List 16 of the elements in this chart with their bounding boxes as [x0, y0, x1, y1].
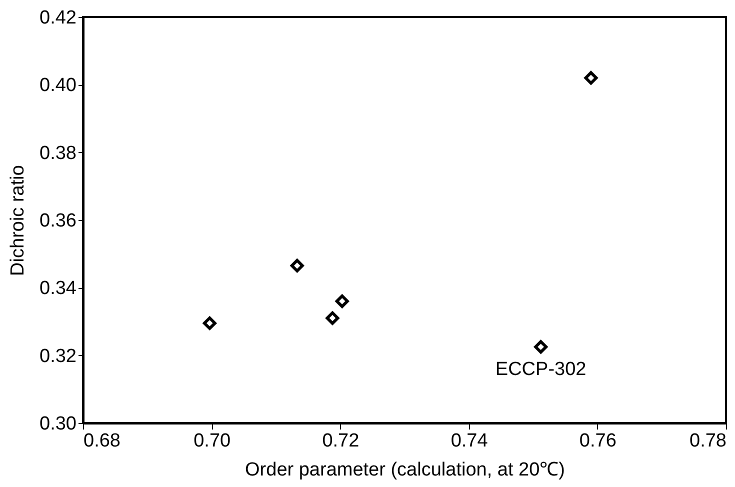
y-tick-label: 0.40	[40, 75, 76, 96]
x-tick-label: 0.68	[84, 430, 120, 452]
annotation: ECCP-302	[495, 358, 586, 380]
x-tick-label: 0.76	[579, 430, 616, 452]
y-tick-label: 0.30	[40, 414, 76, 434]
x-tick-label: 0.78	[690, 430, 726, 452]
x-tick-label: 0.70	[194, 430, 231, 452]
y-tick-label: 0.32	[40, 346, 76, 367]
y-tick-label: 0.36	[40, 210, 76, 232]
y-tick-label: 0.38	[40, 142, 76, 164]
x-axis-title: Order parameter (calculation, at 20℃)	[245, 460, 565, 480]
y-tick-label: 0.42	[40, 8, 76, 28]
x-tick-label: 0.74	[450, 430, 488, 452]
y-tick-label: 0.34	[40, 278, 77, 300]
y-axis-title: Dichroic ratio	[8, 165, 29, 276]
x-tick-label: 0.72	[322, 430, 360, 452]
